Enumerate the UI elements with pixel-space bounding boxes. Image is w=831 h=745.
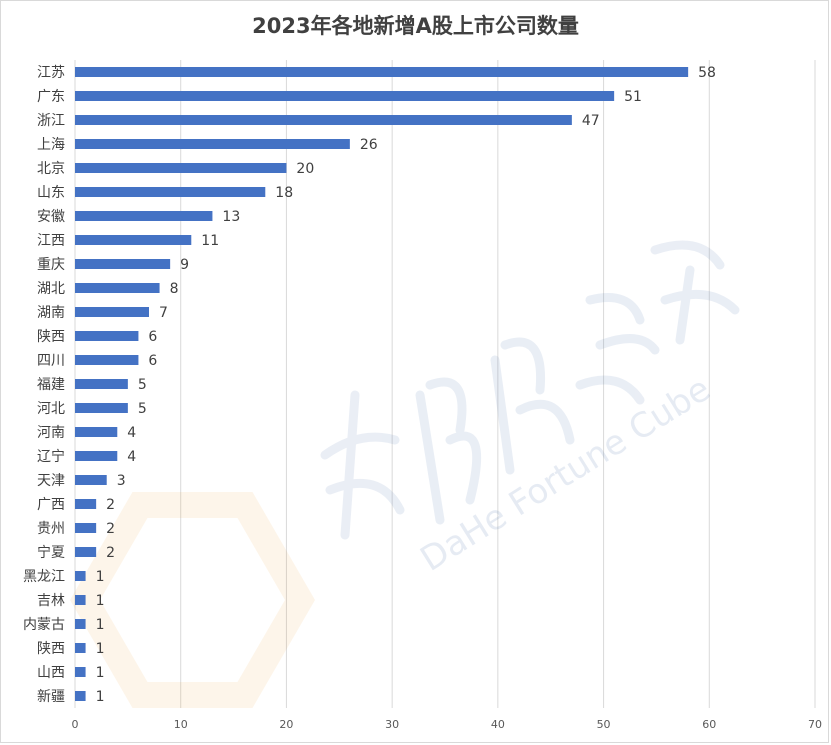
value-label: 1 <box>96 641 105 657</box>
category-label: 山西 <box>37 665 65 681</box>
bar <box>75 571 86 581</box>
category-label: 吉林 <box>37 593 65 609</box>
category-label: 陕西 <box>37 641 65 657</box>
value-label: 5 <box>138 401 147 417</box>
value-label: 1 <box>96 689 105 705</box>
bar <box>75 475 107 485</box>
bar <box>75 187 266 197</box>
value-label: 6 <box>148 353 157 369</box>
bar <box>75 403 128 413</box>
category-label: 浙江 <box>37 113 65 129</box>
x-tick-labels: 0 10 20 30 40 50 60 70 <box>72 718 823 731</box>
value-label: 58 <box>698 65 716 81</box>
bar <box>75 91 615 101</box>
category-label: 广西 <box>37 497 65 513</box>
value-label: 18 <box>275 185 293 201</box>
bar <box>75 235 192 245</box>
bar <box>75 691 86 701</box>
category-label: 江苏 <box>37 65 65 81</box>
category-label: 北京 <box>37 161 65 177</box>
value-label: 2 <box>106 497 115 513</box>
x-tick-label: 20 <box>279 718 293 731</box>
category-label: 内蒙古 <box>23 617 65 633</box>
bar <box>75 451 118 461</box>
value-label: 5 <box>138 377 147 393</box>
watermark-logo <box>69 492 316 708</box>
x-tick-label: 30 <box>385 718 399 731</box>
bar <box>75 619 86 629</box>
category-label: 贵州 <box>37 521 65 537</box>
category-label: 上海 <box>37 137 65 153</box>
value-label: 6 <box>148 329 157 345</box>
value-label: 1 <box>96 617 105 633</box>
value-label: 4 <box>127 449 136 465</box>
bar <box>75 547 97 557</box>
category-label: 山东 <box>37 185 65 201</box>
category-label: 河北 <box>37 401 65 417</box>
value-label: 2 <box>106 521 115 537</box>
value-label: 8 <box>170 281 179 297</box>
value-label: 7 <box>159 305 168 321</box>
x-tick-label: 60 <box>702 718 716 731</box>
category-label: 黑龙江 <box>23 569 65 585</box>
bar <box>75 331 139 341</box>
value-label: 26 <box>360 137 378 153</box>
value-label: 9 <box>180 257 189 273</box>
category-label: 辽宁 <box>37 448 65 465</box>
bar <box>75 595 86 605</box>
category-label: 湖北 <box>37 281 65 297</box>
category-label: 重庆 <box>37 257 65 273</box>
value-label: 47 <box>582 113 600 129</box>
value-label: 1 <box>96 569 105 585</box>
category-label: 安徽 <box>37 209 65 225</box>
bar <box>75 139 350 149</box>
value-label: 11 <box>201 233 219 249</box>
chart-title: 2023年各地新增A股上市公司数量 <box>252 14 579 38</box>
bars <box>75 67 689 701</box>
value-label: 2 <box>106 545 115 561</box>
category-label: 陕西 <box>37 329 65 345</box>
watermark-script <box>320 240 740 540</box>
bar <box>75 283 160 293</box>
x-tick-label: 50 <box>597 718 611 731</box>
category-label: 四川 <box>37 353 65 369</box>
category-label: 新疆 <box>37 689 65 705</box>
category-label: 宁夏 <box>37 544 65 561</box>
value-label: 1 <box>96 665 105 681</box>
value-label: 1 <box>96 593 105 609</box>
category-label: 湖南 <box>37 305 65 321</box>
category-label: 河南 <box>37 425 65 441</box>
bar <box>75 163 287 173</box>
category-label: 广东 <box>37 89 65 105</box>
category-label: 天津 <box>37 473 65 489</box>
x-tick-label: 70 <box>808 718 822 731</box>
category-label: 福建 <box>37 377 65 393</box>
bar <box>75 379 128 389</box>
category-labels: 江苏广东浙江上海北京山东安徽江西重庆湖北湖南陕西四川福建河北河南辽宁天津广西贵州… <box>23 65 65 705</box>
bar <box>75 211 213 221</box>
value-label: 51 <box>624 89 642 105</box>
value-label: 13 <box>222 209 240 225</box>
bar <box>75 499 97 509</box>
bar <box>75 523 97 533</box>
bar <box>75 259 171 269</box>
x-tick-label: 0 <box>72 718 79 731</box>
category-label: 江西 <box>37 233 65 249</box>
x-tick-label: 10 <box>174 718 188 731</box>
value-label: 20 <box>296 161 314 177</box>
value-label: 3 <box>117 473 126 489</box>
bar <box>75 355 139 365</box>
value-label: 4 <box>127 425 136 441</box>
bar <box>75 643 86 653</box>
bar <box>75 667 86 677</box>
bar <box>75 427 118 437</box>
bar <box>75 115 572 125</box>
bar <box>75 307 149 317</box>
x-tick-label: 40 <box>491 718 505 731</box>
bar <box>75 67 689 77</box>
